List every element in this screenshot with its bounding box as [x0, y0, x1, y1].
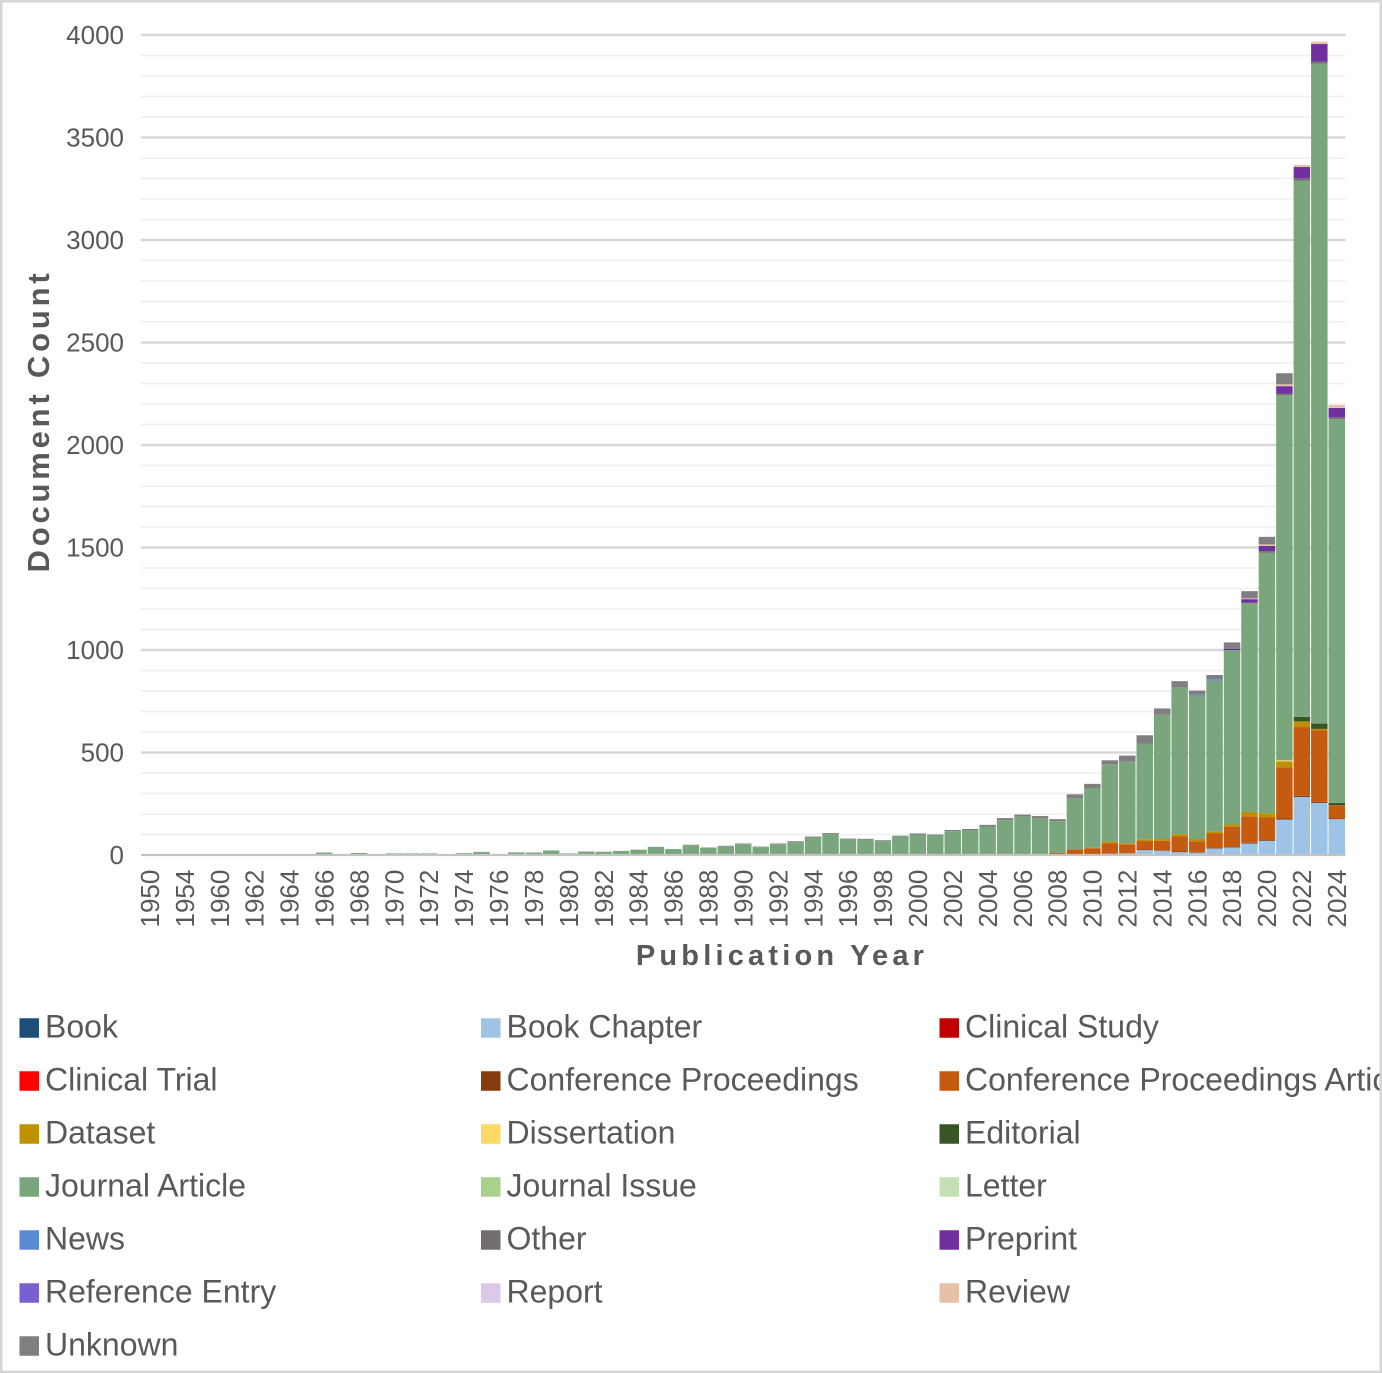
svg-text:1966: 1966 — [310, 870, 340, 928]
svg-text:Book Chapter: Book Chapter — [507, 1009, 703, 1045]
svg-text:Editorial: Editorial — [965, 1115, 1081, 1151]
svg-text:Unknown: Unknown — [45, 1327, 178, 1363]
svg-text:2000: 2000 — [903, 870, 933, 928]
svg-text:1998: 1998 — [868, 870, 898, 928]
svg-text:Letter: Letter — [965, 1168, 1047, 1204]
svg-text:1972: 1972 — [414, 870, 444, 928]
svg-text:Dataset: Dataset — [45, 1115, 155, 1151]
svg-text:1986: 1986 — [659, 870, 689, 928]
svg-text:Clinical Trial: Clinical Trial — [45, 1062, 217, 1098]
svg-text:1964: 1964 — [275, 870, 305, 928]
svg-text:1992: 1992 — [763, 870, 793, 928]
svg-text:Document Count: Document Count — [21, 270, 56, 573]
svg-text:Conference Proceedings: Conference Proceedings — [507, 1062, 859, 1098]
svg-text:Clinical Study: Clinical Study — [965, 1009, 1159, 1045]
svg-text:1996: 1996 — [833, 870, 863, 928]
svg-text:Book: Book — [45, 1009, 119, 1045]
svg-text:1960: 1960 — [205, 870, 235, 928]
svg-text:3000: 3000 — [66, 225, 124, 255]
svg-text:4000: 4000 — [66, 20, 124, 50]
svg-text:Report: Report — [507, 1274, 603, 1310]
svg-text:2006: 2006 — [1008, 870, 1038, 928]
svg-text:1976: 1976 — [484, 870, 514, 928]
svg-text:Conference Proceedings Article: Conference Proceedings Article — [965, 1062, 1382, 1098]
svg-text:1968: 1968 — [344, 870, 374, 928]
svg-text:Review: Review — [965, 1274, 1071, 1310]
svg-text:2024: 2024 — [1322, 870, 1352, 928]
svg-text:1980: 1980 — [554, 870, 584, 928]
svg-text:1954: 1954 — [170, 870, 200, 928]
svg-text:2000: 2000 — [66, 430, 124, 460]
svg-text:1950: 1950 — [135, 870, 165, 928]
svg-text:Dissertation: Dissertation — [507, 1115, 676, 1151]
svg-text:2010: 2010 — [1078, 870, 1108, 928]
svg-text:1974: 1974 — [449, 870, 479, 928]
svg-text:2020: 2020 — [1252, 870, 1282, 928]
svg-text:1962: 1962 — [240, 870, 270, 928]
svg-text:1978: 1978 — [519, 870, 549, 928]
svg-text:2012: 2012 — [1113, 870, 1143, 928]
svg-text:2500: 2500 — [66, 328, 124, 358]
svg-text:Reference Entry: Reference Entry — [45, 1274, 276, 1310]
svg-text:2016: 2016 — [1182, 870, 1212, 928]
svg-text:1984: 1984 — [624, 870, 654, 928]
svg-text:Other: Other — [507, 1221, 587, 1257]
svg-text:1990: 1990 — [729, 870, 759, 928]
svg-text:Publication Year: Publication Year — [636, 940, 928, 972]
svg-text:1500: 1500 — [66, 533, 124, 563]
svg-text:500: 500 — [81, 738, 124, 768]
svg-text:3500: 3500 — [66, 123, 124, 153]
svg-text:2002: 2002 — [938, 870, 968, 928]
svg-text:Journal Issue: Journal Issue — [507, 1168, 697, 1204]
svg-text:2022: 2022 — [1287, 870, 1317, 928]
svg-text:1988: 1988 — [694, 870, 724, 928]
svg-text:Preprint: Preprint — [965, 1221, 1077, 1257]
svg-text:News: News — [45, 1221, 125, 1257]
svg-text:2014: 2014 — [1147, 870, 1177, 928]
svg-text:2018: 2018 — [1217, 870, 1247, 928]
svg-text:1994: 1994 — [798, 870, 828, 928]
svg-text:1982: 1982 — [589, 870, 619, 928]
svg-text:1000: 1000 — [66, 635, 124, 665]
svg-text:0: 0 — [110, 840, 124, 870]
svg-text:2008: 2008 — [1043, 870, 1073, 928]
svg-text:2004: 2004 — [973, 870, 1003, 928]
svg-text:Journal Article: Journal Article — [45, 1168, 246, 1204]
svg-text:1970: 1970 — [379, 870, 409, 928]
